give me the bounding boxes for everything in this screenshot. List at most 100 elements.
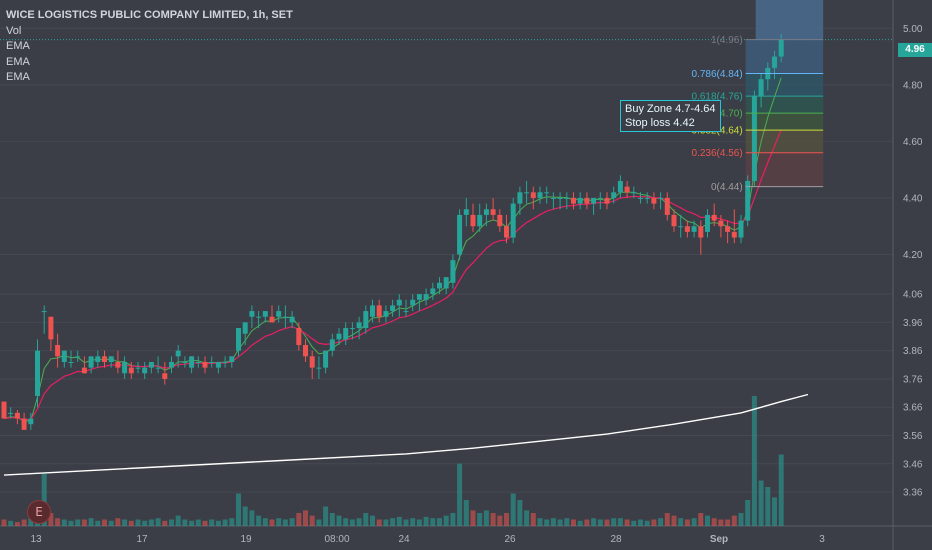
- volume-bar: [182, 519, 188, 526]
- candle-body: [195, 361, 201, 363]
- candle-body: [329, 339, 335, 351]
- earnings-icon[interactable]: E: [27, 500, 51, 524]
- x-tick-label: 08:00: [324, 534, 349, 545]
- volume-bar: [778, 454, 784, 526]
- candle: [142, 361, 148, 379]
- chart-title: WICE LOGISTICS PUBLIC COMPANY LIMITED, 1…: [6, 9, 293, 21]
- candle-body: [664, 197, 670, 215]
- candle-body: [236, 328, 241, 351]
- candle-body: [410, 299, 416, 306]
- candle: [658, 192, 664, 210]
- volume-bar: [772, 497, 777, 526]
- volume-bar: [329, 513, 335, 526]
- candle-body: [122, 361, 128, 374]
- volume-bar: [638, 519, 643, 526]
- volume-bar: [276, 518, 282, 526]
- candle: [544, 186, 550, 204]
- x-tick-label: 17: [136, 534, 148, 545]
- candle-body: [403, 311, 409, 313]
- candle: [416, 294, 422, 312]
- volume-bar: [115, 518, 121, 526]
- volume-bar: [751, 396, 757, 526]
- candle-body: [343, 328, 349, 340]
- candle-body: [698, 226, 704, 238]
- volume-bar: [269, 519, 275, 526]
- ema-slow-series: [3, 393, 809, 476]
- candle-body: [638, 197, 643, 199]
- indicator-ema-2[interactable]: EMA: [6, 55, 30, 68]
- volume-bar: [423, 516, 429, 526]
- x-tick-label: 3: [819, 534, 825, 545]
- candle-body: [289, 316, 295, 323]
- volume-bar: [463, 500, 469, 526]
- candle: [35, 339, 40, 408]
- candle-body: [1, 401, 7, 419]
- candle: [678, 214, 684, 238]
- volume-bar: [658, 518, 664, 526]
- candle: [75, 350, 81, 362]
- volume-bar: [336, 515, 342, 526]
- x-tick-label: 19: [240, 534, 252, 545]
- candle-body: [61, 350, 67, 362]
- y-tick-label: 4.06: [903, 290, 923, 301]
- volume-bar: [61, 519, 67, 526]
- candle: [510, 197, 516, 244]
- candle: [122, 356, 128, 379]
- fib-level-label: 0.786(4.84): [692, 69, 743, 80]
- fib-zone: [745, 96, 824, 114]
- volume-bar: [544, 519, 550, 526]
- volume-bar: [725, 519, 731, 526]
- candle-body: [430, 288, 436, 295]
- volume-bar: [678, 518, 684, 526]
- candle: [651, 192, 657, 210]
- volume-bar: [88, 518, 94, 526]
- candle-body: [309, 356, 315, 368]
- volume-bar: [624, 519, 630, 526]
- candle-body: [718, 220, 724, 227]
- candle-body: [209, 361, 215, 363]
- candle-body: [738, 220, 744, 238]
- volume-bar: [229, 518, 235, 526]
- volume-bar: [738, 513, 744, 526]
- volume-bar: [691, 518, 697, 526]
- buy-zone-annotation[interactable]: Buy Zone 4.7-4.64 Stop loss 4.42: [620, 100, 721, 132]
- indicator-vol[interactable]: Vol: [6, 24, 22, 37]
- candle-body: [517, 192, 523, 204]
- volume-bar: [41, 474, 47, 526]
- candle: [343, 322, 349, 346]
- candle: [249, 305, 255, 329]
- chart-legend: WICE LOGISTICS PUBLIC COMPANY LIMITED, 1…: [6, 8, 293, 86]
- y-tick-label: 3.86: [903, 346, 923, 357]
- fib-level-label: 0(4.44): [711, 182, 743, 193]
- candle: [81, 356, 87, 374]
- candle: [504, 214, 509, 244]
- y-tick-label: 3.56: [903, 431, 923, 442]
- candle-body: [108, 356, 114, 362]
- candle-body: [584, 197, 590, 204]
- candle-body: [48, 316, 54, 340]
- indicator-ema-1[interactable]: EMA: [6, 40, 30, 52]
- candle-body: [550, 197, 556, 199]
- candle-body: [745, 180, 751, 221]
- volume-bar: [698, 513, 704, 526]
- candle: [61, 350, 67, 368]
- candle-body: [169, 361, 174, 368]
- candle-body: [55, 345, 61, 357]
- candle-body: [28, 418, 34, 425]
- candle-body: [81, 367, 87, 374]
- volume-bar: [537, 518, 543, 526]
- candle: [222, 356, 228, 368]
- candle-body: [450, 260, 456, 283]
- x-axis: 13 17 19 08:00 24 26 28 Sep 3: [30, 534, 825, 545]
- indicator-ema-3[interactable]: EMA: [6, 71, 30, 83]
- volume-bar: [617, 518, 623, 526]
- candle: [631, 186, 637, 198]
- volume-bar: [457, 463, 463, 526]
- candle: [638, 192, 643, 204]
- candle: [8, 407, 14, 419]
- candle: [745, 175, 751, 227]
- volume-bar: [745, 500, 751, 526]
- volume-bar: [356, 518, 362, 526]
- volume-bar: [684, 519, 690, 526]
